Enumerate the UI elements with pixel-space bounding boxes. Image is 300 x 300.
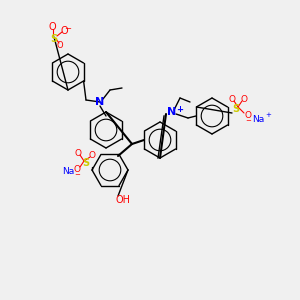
Text: −: − xyxy=(245,118,251,124)
Text: O: O xyxy=(48,22,56,32)
Text: −: − xyxy=(64,25,71,34)
Text: S: S xyxy=(50,34,58,44)
Text: N: N xyxy=(167,107,177,117)
Text: +: + xyxy=(265,112,271,118)
Text: O: O xyxy=(74,148,82,158)
Text: Na: Na xyxy=(252,115,264,124)
Text: Na: Na xyxy=(62,167,74,176)
Text: O: O xyxy=(241,94,248,103)
Text: OH: OH xyxy=(116,195,130,205)
Text: +: + xyxy=(176,106,184,115)
Text: S: S xyxy=(82,158,90,168)
Text: O: O xyxy=(88,151,95,160)
Text: O: O xyxy=(57,40,63,50)
Text: −: − xyxy=(74,172,80,178)
Text: O: O xyxy=(74,164,80,173)
Text: O: O xyxy=(60,26,68,36)
Text: S: S xyxy=(232,104,240,114)
Text: O: O xyxy=(244,110,251,119)
Text: N: N xyxy=(95,97,105,107)
Text: O: O xyxy=(229,94,236,103)
